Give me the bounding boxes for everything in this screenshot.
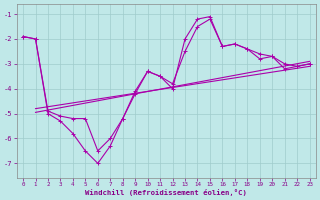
X-axis label: Windchill (Refroidissement éolien,°C): Windchill (Refroidissement éolien,°C)	[85, 189, 247, 196]
